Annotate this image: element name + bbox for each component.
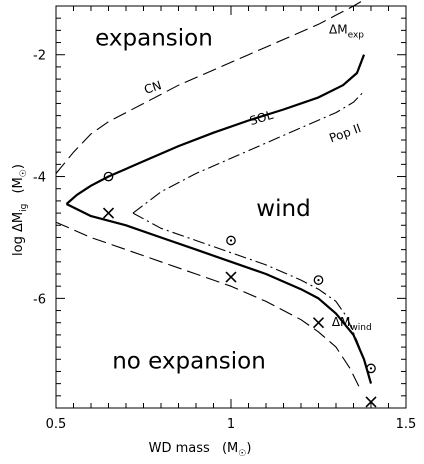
data-point-cross — [102, 207, 115, 219]
y-axis-label-unit: M — [11, 177, 26, 188]
region-label: expansion — [95, 26, 213, 52]
region-label: wind — [256, 196, 310, 222]
series-label: Pop II — [327, 121, 362, 145]
delta-m-label-main: ΔM — [329, 22, 348, 36]
series-line-4 — [132, 90, 365, 214]
x-axis-label-unit: M — [227, 441, 238, 456]
y-axis-label: log ΔMig (M☉) — [11, 164, 30, 256]
series-lines — [55, 0, 373, 390]
data-point-cross — [365, 396, 377, 408]
chart-labels: 0.5 1 1.5 -2 -4 -6 SOL CN Pop II expansion wind no … — [33, 22, 416, 432]
sun-symbol-icon: ☉ — [19, 169, 29, 177]
data-point-cross — [225, 271, 237, 283]
data-point-circle-dot — [107, 175, 110, 178]
y-tick-label: -4 — [33, 171, 46, 186]
y-axis-label-text: log ΔM — [11, 212, 26, 256]
data-point-circle-dot — [317, 278, 320, 282]
y-tick-label: -2 — [33, 49, 46, 64]
series-line-1 — [66, 203, 373, 384]
x-tick-label: 1 — [227, 417, 235, 432]
series-label: SOL — [248, 108, 275, 128]
data-point-circle-dot — [229, 239, 233, 242]
x-tick-label: 1.5 — [396, 417, 417, 432]
y-tick-label: -6 — [33, 292, 46, 307]
delta-m-label: ΔMwind — [332, 315, 372, 333]
series-line-3 — [55, 221, 361, 390]
region-label: no expansion — [112, 348, 266, 374]
x-axis-label: WD mass (M☉) — [149, 441, 252, 459]
data-point-circle — [226, 235, 236, 246]
delta-m-label-sub: wind — [350, 323, 371, 333]
y-axis-label-sub: ig — [19, 204, 29, 212]
series-label: CN — [142, 78, 163, 97]
x-axis-label-text: WD mass — [149, 441, 210, 456]
axis-ticks — [55, 5, 407, 409]
series-line-0 — [65, 54, 366, 205]
delta-m-label-main: ΔM — [332, 315, 351, 329]
data-point-cross — [312, 317, 325, 329]
sun-symbol-icon: ☉ — [238, 449, 246, 459]
data-point-circle — [313, 275, 324, 285]
series-line-5 — [132, 212, 365, 360]
delta-m-label-sub: exp — [348, 30, 365, 40]
data-point-circle — [103, 171, 114, 182]
data-markers — [102, 171, 377, 408]
data-point-circle — [366, 363, 376, 374]
x-tick-label: 0.5 — [46, 417, 67, 432]
delta-m-label: ΔMexp — [329, 22, 364, 40]
data-point-circle-dot — [369, 367, 373, 370]
series-line-2 — [55, 0, 365, 174]
